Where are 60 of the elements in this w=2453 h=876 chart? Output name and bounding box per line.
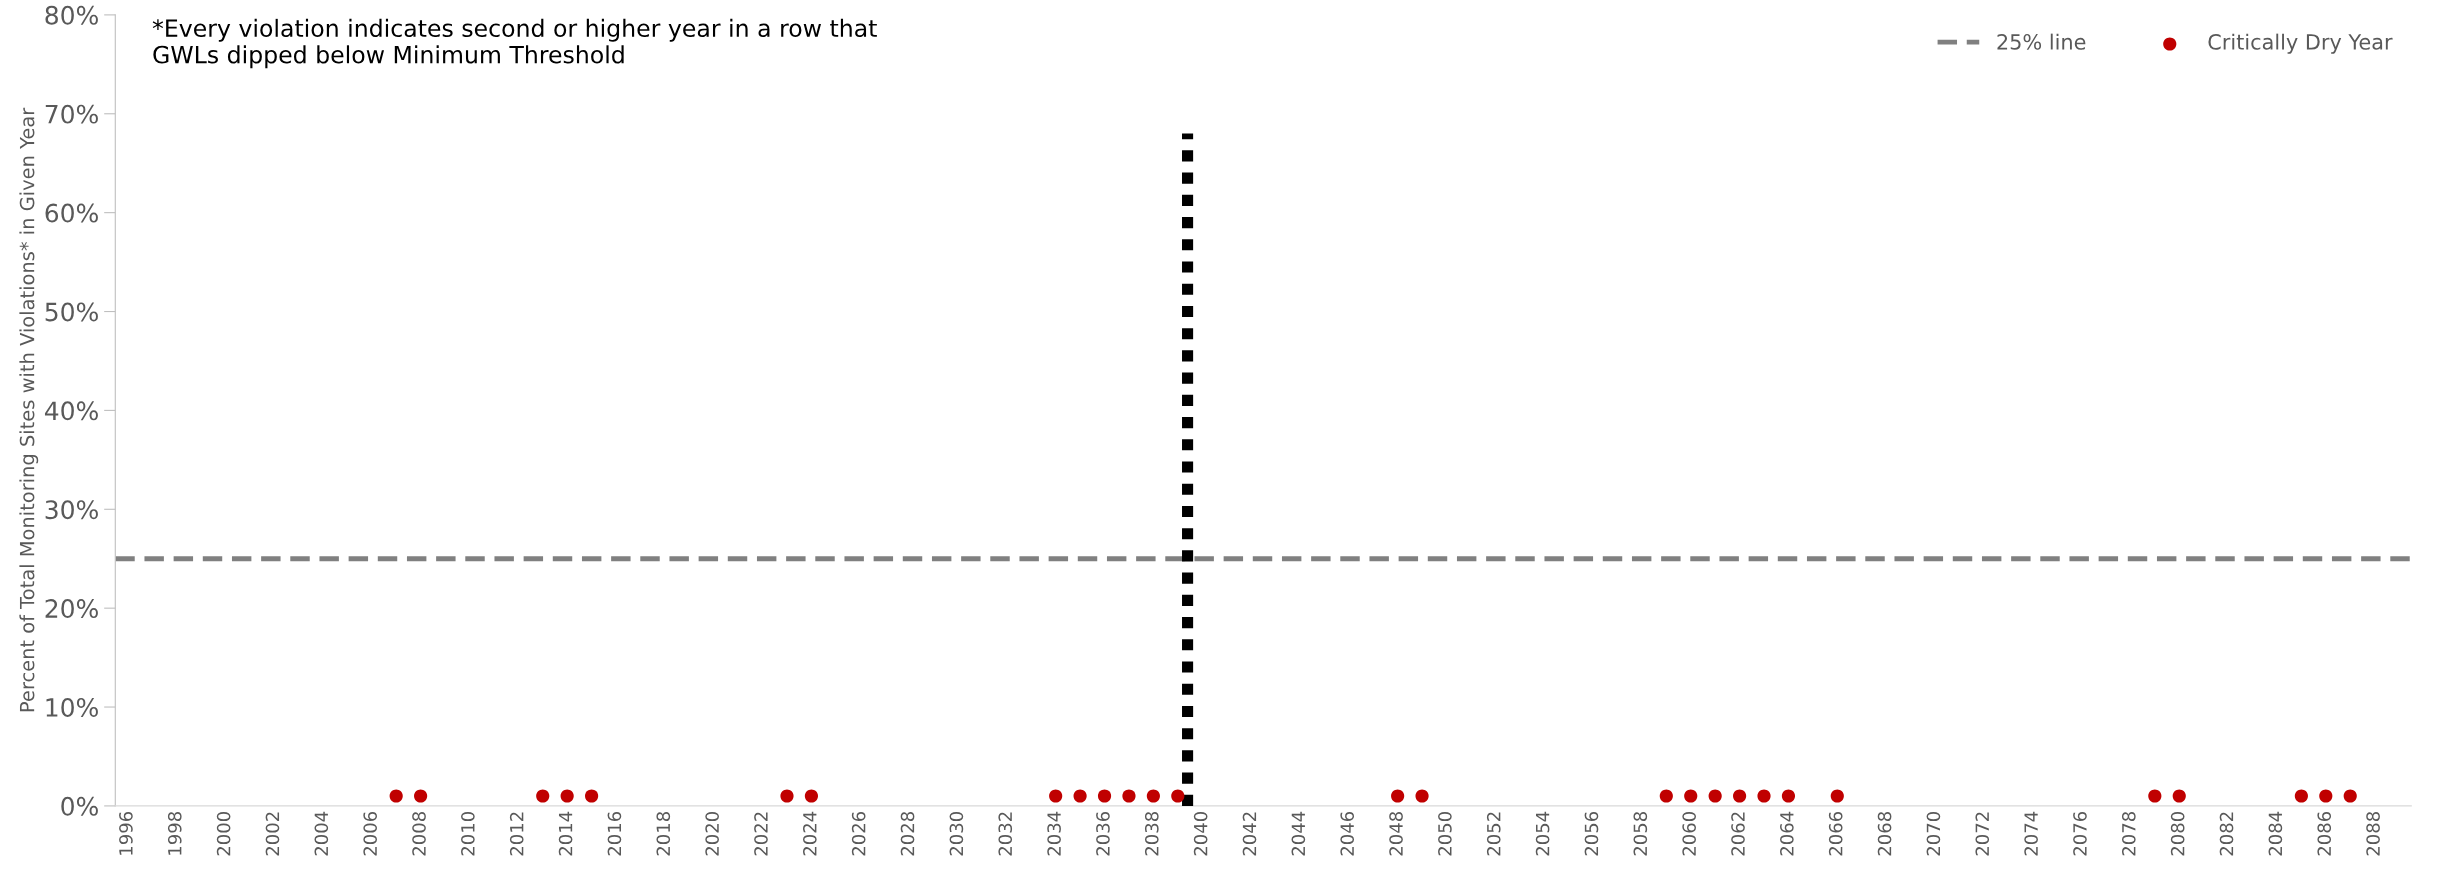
x-tick-label: 1998 [167, 812, 182, 855]
x-tick-label: 2038 [1144, 812, 1159, 856]
x-tick-label: 2010 [461, 811, 475, 856]
x-tick-label: 2074 [2024, 811, 2038, 856]
x-tick-label: 2044 [1291, 811, 1306, 856]
x-tick-label: 2042 [1242, 812, 1257, 856]
x-tick-label: 2054 [1535, 811, 1550, 856]
x-tick-label: 2088 [2366, 812, 2380, 856]
x-tick-label: 2026 [851, 811, 866, 856]
x-tick-label: 2080 [2170, 811, 2185, 856]
x-tick-label: 2046 [1340, 811, 1355, 856]
x-tick-label: 2052 [1486, 812, 1501, 856]
x-tick-label: 1996 [119, 811, 133, 855]
x-tick-label: 2008 [412, 812, 426, 856]
x-tick-label: 2086 [2317, 811, 2332, 856]
x-tick-label: 2084 [2268, 811, 2283, 856]
x-tick-label: 2014 [558, 811, 573, 856]
x-tick-label: 2068 [1877, 812, 1892, 856]
x-tick-label: 2012 [509, 812, 524, 856]
y-tick-label: 40% [44, 401, 98, 421]
x-tick-label: 2032 [998, 812, 1013, 856]
x-tick-label: 2078 [2121, 812, 2136, 856]
x-tick-label: 2002 [265, 812, 280, 856]
y-axis-title: Percent of Total Monitoring Sites with Violations* in Given Year [19, 107, 39, 712]
x-tick-label: 2036 [1096, 811, 1110, 856]
x-tick-label: 2064 [1780, 811, 1794, 856]
y-tick-label: 50% [45, 302, 98, 322]
y-tick-label: 10% [46, 697, 98, 717]
x-tick-label: 2076 [2073, 811, 2087, 856]
x-tick-label: 2060 [1682, 811, 1696, 856]
y-tick-label: 70% [45, 104, 98, 124]
x-tick-label: 2004 [314, 811, 329, 856]
y-tick-label: 20% [45, 599, 98, 619]
x-tick-label: 2062 [1731, 812, 1745, 856]
y-tick-label: 80% [45, 5, 98, 25]
annotation: *Every violation indicates second or higher year in a row that GWLs dipped below Minimum Threshold [152, 18, 877, 69]
x-tick-label: 2066 [1828, 811, 1843, 856]
y-tick-label: 30% [45, 500, 98, 520]
legend-label: Critically Dry Year [2208, 33, 2393, 54]
x-tick-label: 2006 [363, 811, 377, 856]
x-tick-label: 2082 [2219, 812, 2234, 856]
x-tick-label: 2018 [656, 812, 671, 856]
x-tick-label: 2030 [949, 811, 964, 856]
x-tick-label: 2040 [1193, 811, 1208, 856]
x-tick-label: 2034 [1047, 811, 1061, 856]
x-tick-label: 2028 [900, 812, 915, 856]
x-tick-label: 2020 [705, 811, 719, 856]
x-tick-label: 2048 [1389, 812, 1403, 856]
x-tick-label: 2070 [1926, 811, 1941, 856]
x-tick-label: 2024 [803, 811, 817, 856]
x-tick-label: 2016 [607, 811, 622, 856]
x-tick-label: 2022 [754, 812, 768, 856]
x-tick-label: 2058 [1633, 812, 1648, 856]
y-tick-label: 0% [61, 796, 98, 816]
x-tick-label: 2072 [1975, 812, 1990, 856]
x-tick-label: 2056 [1584, 811, 1599, 856]
x-tick-label: 2000 [216, 811, 231, 856]
x-tick-label: 2050 [1438, 811, 1452, 856]
y-tick-label: 60% [45, 203, 98, 223]
legend-label: 25% line [1997, 33, 2086, 50]
